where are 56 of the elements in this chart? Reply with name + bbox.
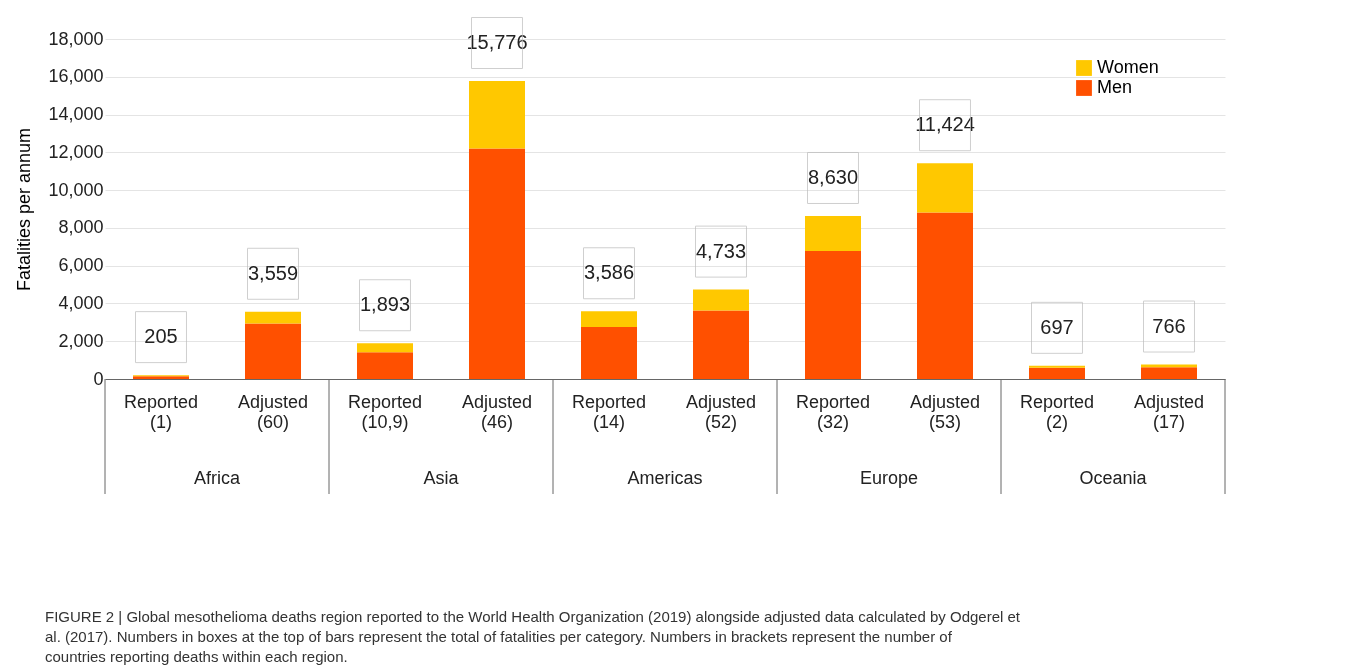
y-axis-title: Fatalities per annum bbox=[14, 127, 35, 292]
total-label: 697 bbox=[1040, 315, 1074, 338]
bar bbox=[1141, 367, 1197, 379]
y-tick-label: 14,000 bbox=[48, 104, 104, 125]
y-tick-label: 16,000 bbox=[48, 66, 104, 87]
bar bbox=[357, 343, 413, 353]
x-tick-label: Reported (14) bbox=[571, 391, 647, 432]
x-tick-label: Adjusted (17) bbox=[1133, 391, 1205, 432]
total-label: 3,559 bbox=[247, 261, 299, 284]
text: Americas bbox=[627, 468, 703, 488]
bar bbox=[693, 289, 749, 311]
total-label: 1,893 bbox=[359, 293, 411, 316]
bar bbox=[245, 311, 301, 324]
text: Europe bbox=[859, 468, 919, 488]
bar bbox=[581, 327, 637, 379]
x-tick-label: Reported (32) bbox=[795, 391, 871, 432]
y-tick-label: 8,000 bbox=[58, 217, 104, 238]
total-label: 205 bbox=[144, 325, 178, 348]
total-label: 766 bbox=[1152, 314, 1186, 337]
bar bbox=[469, 148, 525, 379]
bar bbox=[469, 81, 525, 149]
y-tick-label: 12,000 bbox=[48, 141, 104, 162]
bar bbox=[917, 212, 973, 379]
x-tick-label: Adjusted (60) bbox=[237, 391, 309, 432]
bar bbox=[1029, 365, 1085, 368]
bar bbox=[581, 311, 637, 328]
x-tick-label: Adjusted (53) bbox=[909, 391, 981, 432]
x-tick-label: Adjusted (52) bbox=[685, 391, 757, 432]
total-label: 11,424 bbox=[915, 113, 975, 136]
y-tick-label: 4,000 bbox=[58, 292, 104, 313]
y-tick-label: 2,000 bbox=[58, 330, 104, 351]
x-tick-label: Adjusted (46) bbox=[461, 391, 533, 432]
bar bbox=[805, 250, 861, 379]
bar bbox=[245, 323, 301, 379]
total-label: 8,630 bbox=[807, 165, 859, 188]
x-tick-label: Reported (2) bbox=[1019, 391, 1095, 432]
total-label: 3,586 bbox=[583, 261, 635, 284]
bar bbox=[693, 310, 749, 379]
total-label: 15,776 bbox=[466, 31, 528, 54]
legend-label: Men bbox=[1097, 77, 1133, 97]
text: Oceania bbox=[1079, 468, 1148, 488]
y-tick-label: 10,000 bbox=[48, 179, 104, 200]
y-tick-label: 0 bbox=[93, 368, 104, 389]
bar bbox=[917, 163, 973, 213]
x-tick-label: Reported (10,9) bbox=[347, 391, 423, 432]
bar bbox=[357, 352, 413, 379]
text: Africa bbox=[193, 468, 241, 488]
y-tick-label: 18,000 bbox=[48, 28, 104, 49]
caption: FIGURE 2 | Global mesothelioma deaths region reported to the World Health Organization (2019) alongside adjusted data calculated by Odgerel et al. (2017). Numbers in boxes at the top of bars represent the total of fatalities per category. Numbers in brackets represent the number of countries reporting deaths within each region. bbox=[45, 608, 1021, 665]
text: Asia bbox=[423, 468, 460, 488]
total-label: 4,733 bbox=[695, 239, 747, 262]
y-tick-label: 6,000 bbox=[58, 255, 104, 276]
legend-label: Women bbox=[1097, 57, 1159, 77]
x-tick-label: Reported (1) bbox=[123, 391, 199, 432]
bar bbox=[805, 215, 861, 251]
bar bbox=[1029, 367, 1085, 379]
